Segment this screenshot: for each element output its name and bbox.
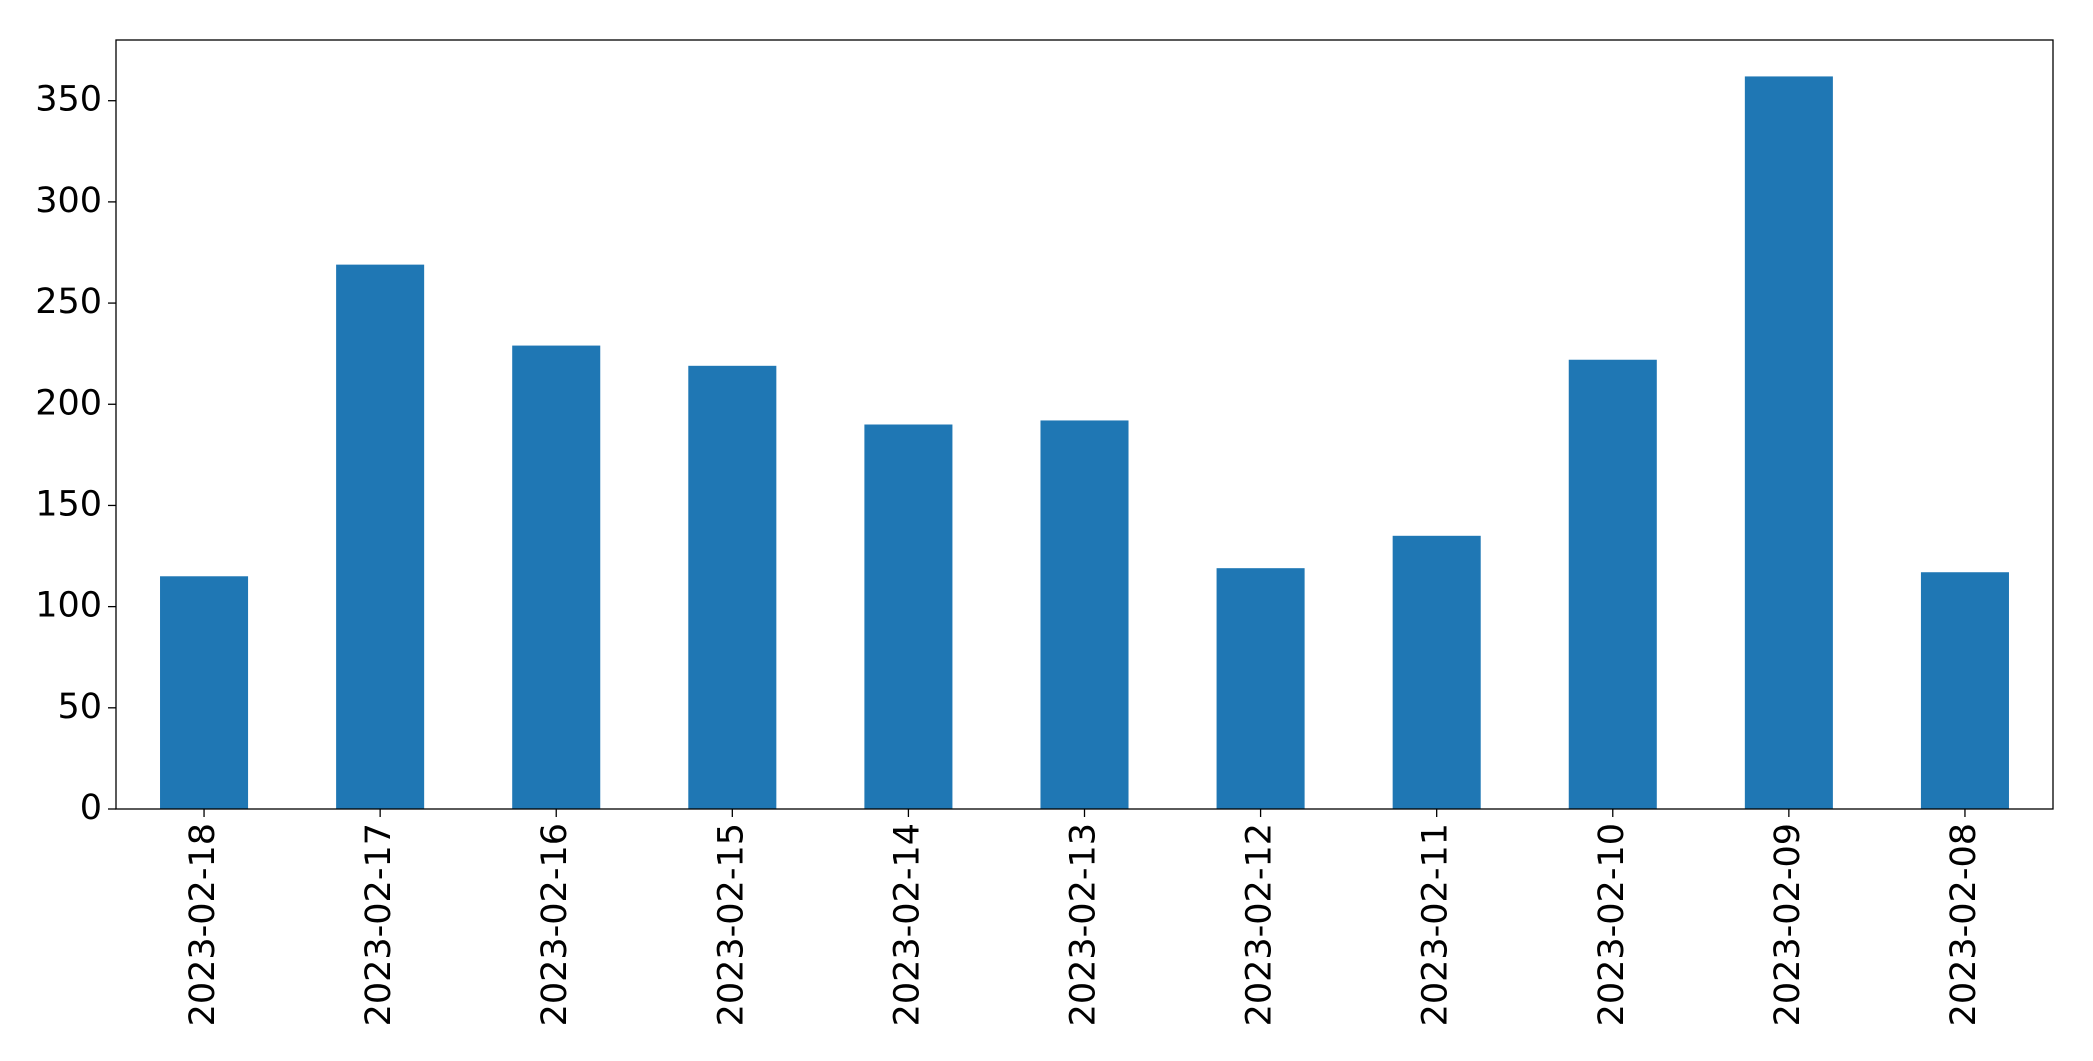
x-tick-label: 2023-02-09 xyxy=(1768,823,1808,1026)
x-tick-label: 2023-02-16 xyxy=(535,823,575,1026)
x-tick-label: 2023-02-11 xyxy=(1416,823,1456,1026)
bar xyxy=(1040,420,1129,809)
bar xyxy=(688,365,777,809)
y-tick-label: 150 xyxy=(35,484,102,524)
bar xyxy=(864,424,953,809)
y-tick-label: 350 xyxy=(35,80,102,120)
bar xyxy=(336,264,425,810)
bar xyxy=(160,576,249,809)
bar xyxy=(1568,359,1657,809)
bar xyxy=(1392,535,1481,809)
x-tick-label: 2023-02-10 xyxy=(1592,823,1632,1026)
y-tick-label: 250 xyxy=(35,282,102,322)
bar xyxy=(512,345,601,809)
x-tick-label: 2023-02-13 xyxy=(1064,823,1104,1026)
y-tick-label: 300 xyxy=(35,181,102,221)
x-tick-label: 2023-02-14 xyxy=(887,823,927,1026)
y-tick-label: 200 xyxy=(35,383,102,423)
bar xyxy=(1744,76,1833,809)
x-tick-label: 2023-02-08 xyxy=(1944,823,1984,1026)
axes-frame xyxy=(115,39,2054,810)
x-tick-label: 2023-02-12 xyxy=(1240,823,1280,1026)
x-tick-label: 2023-02-17 xyxy=(359,823,399,1026)
x-tick-label: 2023-02-18 xyxy=(183,823,223,1026)
y-tick-label: 50 xyxy=(57,687,102,727)
x-tick-label: 2023-02-15 xyxy=(711,823,751,1026)
bar xyxy=(1920,572,2009,809)
y-tick-label: 0 xyxy=(80,788,102,828)
bar xyxy=(1216,568,1305,809)
y-tick-label: 100 xyxy=(35,586,102,626)
